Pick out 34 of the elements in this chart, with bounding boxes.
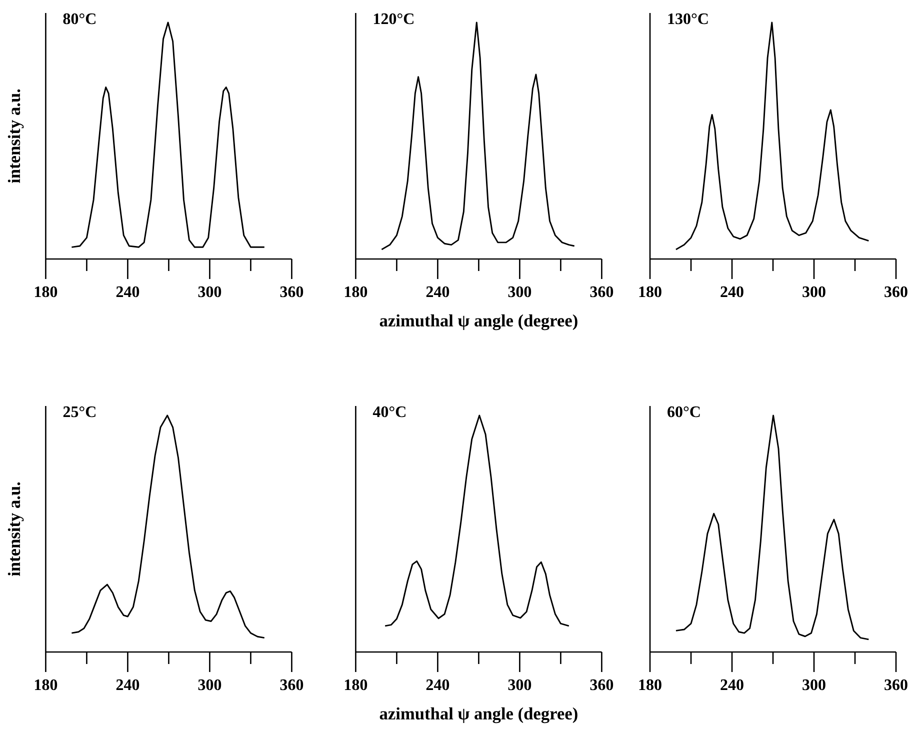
x-tick-label: 240 bbox=[426, 286, 450, 298]
x-tick-label: 300 bbox=[508, 286, 532, 298]
x-tick-label: 300 bbox=[802, 286, 826, 298]
chart-title: 40°C bbox=[372, 406, 406, 418]
chart-title: 60°C bbox=[668, 406, 700, 418]
x-tick-label: 180 bbox=[34, 286, 58, 298]
x-tick-label: 360 bbox=[884, 286, 908, 298]
x-tick-label: 360 bbox=[590, 679, 614, 690]
x-tick-label: 300 bbox=[198, 679, 222, 690]
x-tick-label: 360 bbox=[280, 286, 304, 298]
y-axis-title: intensity a.u. bbox=[8, 89, 24, 184]
x-tick-label: 360 bbox=[884, 679, 908, 690]
x-tick-label: 180 bbox=[639, 679, 662, 690]
x-tick-label: 180 bbox=[34, 679, 58, 690]
x-tick-label: 180 bbox=[639, 286, 662, 298]
x-tick-label: 240 bbox=[720, 286, 744, 298]
x-tick-label: 240 bbox=[426, 679, 450, 690]
chart-title: 130°C bbox=[668, 13, 708, 24]
chart-title: 120°C bbox=[374, 13, 414, 24]
x-tick-label: 360 bbox=[590, 286, 614, 298]
x-tick-label: 360 bbox=[280, 679, 304, 690]
x-tick-label: 300 bbox=[198, 286, 222, 298]
x-tick-label: 240 bbox=[720, 679, 744, 690]
x-tick-label: 300 bbox=[508, 679, 532, 690]
y-axis-title: intensity a.u. bbox=[8, 482, 24, 576]
x-tick-label: 180 bbox=[344, 286, 368, 298]
chart-title: 80°C bbox=[63, 13, 96, 24]
x-tick-label: 180 bbox=[344, 679, 368, 690]
chart-title: 25°C bbox=[63, 406, 96, 418]
x-axis-title: azimuthal ψ angle (degree) bbox=[380, 314, 578, 330]
x-axis-title: azimuthal ψ angle (degree) bbox=[380, 707, 578, 724]
x-tick-label: 240 bbox=[116, 286, 140, 298]
x-tick-label: 240 bbox=[116, 679, 140, 690]
x-tick-label: 300 bbox=[802, 679, 826, 690]
